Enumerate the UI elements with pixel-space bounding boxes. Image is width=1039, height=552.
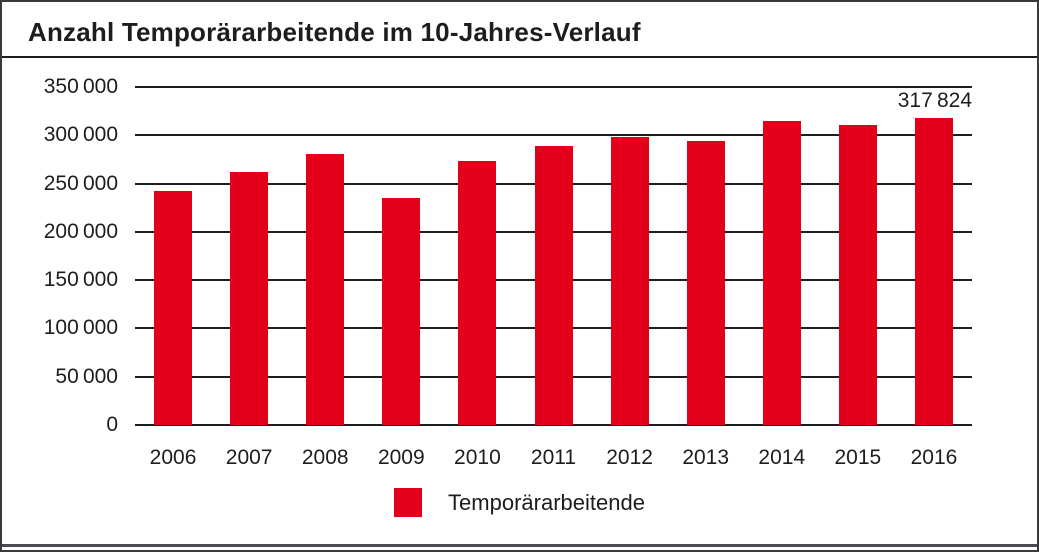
gridline-350000 xyxy=(135,86,972,88)
x-axis-label-2012: 2012 xyxy=(606,446,653,469)
x-axis-label-2013: 2013 xyxy=(682,446,730,469)
y-axis-label-0: 0 xyxy=(106,413,118,436)
bar-2012 xyxy=(610,137,649,425)
legend-swatch xyxy=(394,488,423,517)
y-axis-label-200000: 200 000 xyxy=(43,219,118,243)
x-axis-label-2010: 2010 xyxy=(454,446,501,469)
value-label-2016: 317 824 xyxy=(897,89,972,113)
x-axis-label-2008: 2008 xyxy=(301,446,349,469)
x-axis-label-2014: 2014 xyxy=(758,446,806,469)
bar-2014 xyxy=(762,120,801,425)
x-axis-label-2016: 2016 xyxy=(910,446,958,469)
gridline-300000 xyxy=(135,134,972,137)
x-axis-label-2015: 2015 xyxy=(834,446,882,469)
y-axis-label-350000: 350 000 xyxy=(43,75,118,98)
bar-2016 xyxy=(914,118,953,425)
bottom-rule xyxy=(2,544,1037,547)
bar-2015 xyxy=(838,124,877,425)
bar-2007 xyxy=(230,171,269,425)
y-axis-label-300000: 300 000 xyxy=(43,123,118,147)
title-separator-rule xyxy=(2,56,1037,58)
bar-2013 xyxy=(686,141,725,425)
x-axis-label-2009: 2009 xyxy=(377,446,425,469)
x-axis-label-2011: 2011 xyxy=(530,446,577,469)
bar-2008 xyxy=(306,153,345,425)
legend-label: Temporärarbeitende xyxy=(448,489,645,515)
y-axis-label-250000: 250 000 xyxy=(43,171,118,195)
legend: Temporärarbeitende xyxy=(2,488,1037,517)
y-axis-label-100000: 100 000 xyxy=(43,316,118,340)
x-axis-label-2006: 2006 xyxy=(149,446,197,469)
bar-2006 xyxy=(154,191,193,425)
y-axis-label-50000: 50 000 xyxy=(55,364,118,388)
bar-2011 xyxy=(534,145,573,425)
y-axis-label-150000: 150 000 xyxy=(43,268,118,292)
chart-title: Anzahl Temporärarbeitende im 10-Jahres-V… xyxy=(28,17,641,47)
gridline-0 xyxy=(135,424,972,426)
bar-2009 xyxy=(382,198,421,425)
bar-2010 xyxy=(458,161,497,425)
x-axis-label-2007: 2007 xyxy=(225,446,273,469)
